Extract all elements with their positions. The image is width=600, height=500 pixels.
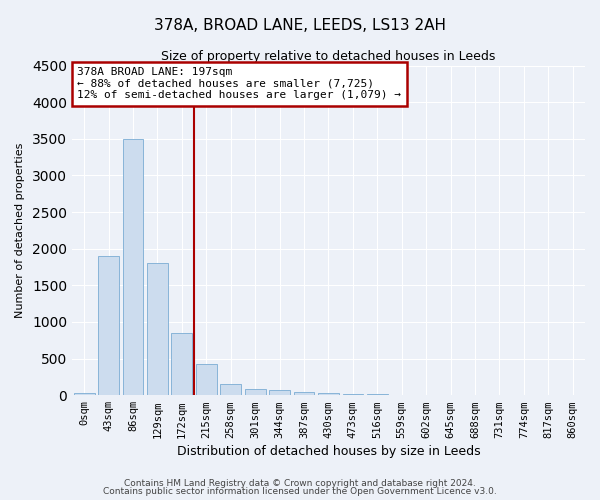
- Bar: [172, 333, 192, 395]
- Bar: [98, 256, 119, 395]
- X-axis label: Distribution of detached houses by size in Leeds: Distribution of detached houses by size …: [176, 444, 480, 458]
- Bar: [122, 139, 143, 395]
- Bar: [220, 384, 241, 395]
- Bar: [293, 392, 314, 395]
- Bar: [269, 390, 290, 395]
- Bar: [343, 394, 363, 395]
- Bar: [147, 264, 168, 395]
- Bar: [318, 392, 339, 395]
- Bar: [74, 393, 95, 395]
- Bar: [245, 388, 266, 395]
- Bar: [367, 394, 388, 395]
- Bar: [196, 364, 217, 395]
- Y-axis label: Number of detached properties: Number of detached properties: [15, 142, 25, 318]
- Title: Size of property relative to detached houses in Leeds: Size of property relative to detached ho…: [161, 50, 496, 63]
- Text: Contains HM Land Registry data © Crown copyright and database right 2024.: Contains HM Land Registry data © Crown c…: [124, 478, 476, 488]
- Text: Contains public sector information licensed under the Open Government Licence v3: Contains public sector information licen…: [103, 487, 497, 496]
- Text: 378A BROAD LANE: 197sqm
← 88% of detached houses are smaller (7,725)
12% of semi: 378A BROAD LANE: 197sqm ← 88% of detache…: [77, 67, 401, 100]
- Text: 378A, BROAD LANE, LEEDS, LS13 2AH: 378A, BROAD LANE, LEEDS, LS13 2AH: [154, 18, 446, 32]
